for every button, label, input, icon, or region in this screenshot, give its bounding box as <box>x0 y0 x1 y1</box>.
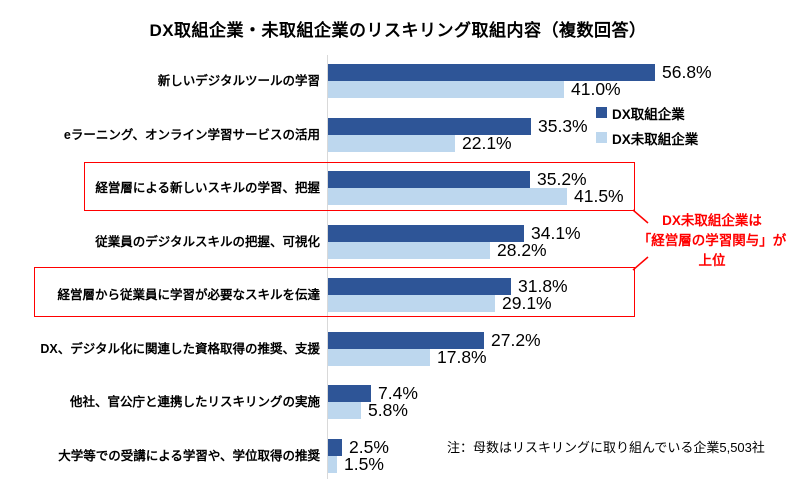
bar-dx-company <box>328 225 524 242</box>
legend-swatch-non-dx-icon <box>596 132 607 143</box>
legend-item-non-dx: DX未取組企業 <box>596 128 698 147</box>
bar-dx-company <box>328 278 511 295</box>
bar-dx-company <box>328 332 484 349</box>
footnote: 注：母数はリスキリングに取り組んでいる企業5,503社 <box>447 440 765 455</box>
category-label: 他社、官公庁と連携したリスキリングの実施 <box>69 395 320 409</box>
bar-non-dx-company <box>328 81 564 98</box>
value-label: 22.1% <box>462 133 512 153</box>
bar-dx-company <box>328 385 371 402</box>
annotation-text: DX未取組企業は 「経営層の学習関与」が 上位 <box>628 211 796 271</box>
annotation-line-1: DX未取組企業は <box>662 213 762 228</box>
bar-dx-company <box>328 118 531 135</box>
bar-non-dx-company <box>328 349 430 366</box>
bar-non-dx-company <box>328 135 455 152</box>
annotation-line-2: 「経営層の学習関与」が <box>637 233 787 248</box>
value-label: 17.8% <box>437 347 487 367</box>
value-label: 34.1% <box>531 223 581 243</box>
value-label: 29.1% <box>502 293 552 313</box>
category-label: 従業員のデジタルスキルの把握、可視化 <box>95 235 320 249</box>
bar-non-dx-company <box>328 242 490 259</box>
value-label: 56.8% <box>662 62 712 82</box>
bar-non-dx-company <box>328 188 567 205</box>
legend-item-dx: DX取組企業 <box>596 103 698 122</box>
legend-label-dx: DX取組企業 <box>612 106 685 122</box>
chart-title: DX取組企業・未取組企業のリスキリング取組内容（複数回答） <box>149 21 647 40</box>
category-label: 大学等での受講による学習や、学位取得の推奨 <box>58 449 320 463</box>
value-label: 1.5% <box>344 454 384 474</box>
value-label: 31.8% <box>518 276 568 296</box>
value-label: 35.2% <box>537 169 587 189</box>
category-label: eラーニング、オンライン学習サービスの活用 <box>63 128 320 142</box>
annotation-line-3: 上位 <box>698 253 726 268</box>
highlight-box-executives-transfer <box>34 267 635 317</box>
category-label: 新しいデジタルツールの学習 <box>157 74 320 88</box>
category-label: DX、デジタル化に関連した資格取得の推奨、支援 <box>40 342 320 356</box>
value-label: 28.2% <box>497 240 547 260</box>
category-label: 経営層による新しいスキルの学習、把握 <box>95 181 320 195</box>
value-label: 7.4% <box>378 383 418 403</box>
value-label: 2.5% <box>349 437 389 457</box>
value-label: 5.8% <box>368 400 408 420</box>
highlight-box-executives-learning <box>84 162 635 211</box>
category-label: 経営層から従業員に学習が必要なスキルを伝達 <box>57 288 320 302</box>
bar-non-dx-company <box>328 456 337 473</box>
bar-dx-company <box>328 171 530 188</box>
bar-dx-company <box>328 64 655 81</box>
value-label: 27.2% <box>491 330 541 350</box>
value-label: 41.0% <box>571 79 621 99</box>
legend-label-non-dx: DX未取組企業 <box>612 131 699 147</box>
legend: DX取組企業 DX未取組企業 <box>596 103 698 153</box>
value-label: 35.3% <box>538 116 588 136</box>
legend-swatch-dx-icon <box>596 107 607 118</box>
bar-non-dx-company <box>328 295 495 312</box>
value-label: 41.5% <box>574 186 624 206</box>
bar-non-dx-company <box>328 402 361 419</box>
bar-dx-company <box>328 439 342 456</box>
